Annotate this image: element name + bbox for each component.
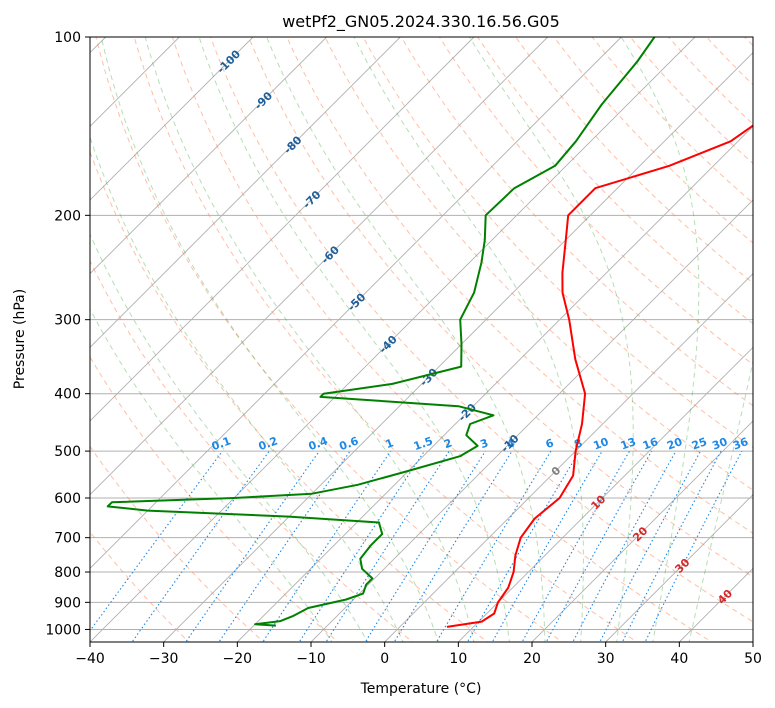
mixing-ratio-line xyxy=(621,450,722,642)
mixing-ratio-label: 10 xyxy=(592,435,611,453)
mixing-ratio-line xyxy=(298,450,425,642)
mixing-ratio-line xyxy=(325,450,450,642)
mixing-ratio-label: 2 xyxy=(442,436,454,451)
isotherm-line xyxy=(752,641,753,642)
mixing-ratio-label: 13 xyxy=(619,435,638,452)
mixing-ratio-label: 36 xyxy=(731,435,750,453)
moist-adiabat xyxy=(266,37,546,642)
dry-adiabat xyxy=(90,259,414,642)
y-tick-label: 700 xyxy=(54,531,81,547)
x-tick-label: −30 xyxy=(149,651,179,667)
mixing-ratio-line xyxy=(90,450,223,632)
profile-lines xyxy=(106,37,753,628)
dry-adiabat xyxy=(133,37,638,642)
axes: −40 −30 −20 −10 0 10 20 30 40 5010020030040050060… xyxy=(45,30,762,667)
y-tick-label: 600 xyxy=(54,491,81,507)
dry-adiabat xyxy=(95,37,564,642)
moist-adiabat xyxy=(90,135,404,642)
isotherm-line xyxy=(384,273,753,642)
x-tick-label: 10 xyxy=(449,651,467,667)
mixing-ratio-label: 0.2 xyxy=(257,434,280,453)
dry-adiabat xyxy=(286,37,753,534)
mixing-ratio-label: 16 xyxy=(641,435,660,453)
dry-adiabat xyxy=(248,37,753,578)
mixing-ratio-label: 1 xyxy=(384,436,396,451)
moist-adiabat xyxy=(90,308,333,642)
mixing-ratio-label: 6 xyxy=(544,436,556,451)
chart-title: wetPf2_GN05.2024.330.16.56.G05 xyxy=(282,12,560,32)
moist-adiabat xyxy=(100,37,440,642)
isotherm-line xyxy=(90,37,401,348)
y-tick-label: 200 xyxy=(54,208,81,224)
mixing-ratio-label: 1.5 xyxy=(412,434,435,453)
isotherm-line xyxy=(237,125,753,642)
mixing-ratio-label: 0.6 xyxy=(338,434,361,453)
dry-adiabat xyxy=(90,150,489,642)
isotherm-line xyxy=(605,494,753,642)
mixing-ratio-label: 25 xyxy=(690,435,709,452)
background-lines xyxy=(90,24,775,645)
mixing-ratio-line xyxy=(572,450,677,642)
x-tick-label: −20 xyxy=(223,651,253,667)
dry-adiabat xyxy=(400,37,753,407)
y-tick-label: 400 xyxy=(54,387,81,403)
isotherm-line xyxy=(90,37,327,275)
x-axis-label: Temperature (°C) xyxy=(360,681,482,697)
y-tick-label: 1000 xyxy=(45,622,81,638)
isotherm-line xyxy=(163,52,753,642)
x-tick-label: −40 xyxy=(75,651,105,667)
dry-adiabat xyxy=(515,37,753,284)
dewpoint-profile-line xyxy=(106,37,656,627)
moist-adiabat xyxy=(198,37,510,642)
dry-adiabat xyxy=(324,37,753,491)
isotherm-line xyxy=(458,346,753,642)
mixing-ratio-label: 0.4 xyxy=(307,434,330,453)
moist-adiabat xyxy=(620,37,700,642)
isotherm-line xyxy=(90,37,622,569)
mixing-ratio-label: 30 xyxy=(710,435,729,453)
y-tick-label: 100 xyxy=(54,30,81,46)
mixing-ratio-line xyxy=(364,450,486,642)
x-tick-label: 30 xyxy=(597,651,615,667)
mixing-ratio-label: 3 xyxy=(478,436,490,451)
mixing-ratio-line xyxy=(185,450,320,642)
y-tick-label: 800 xyxy=(54,565,81,581)
dry-adiabat xyxy=(209,37,753,623)
x-tick-label: 20 xyxy=(523,651,541,667)
mixing-ratio-line xyxy=(466,450,580,642)
x-tick-label: 0 xyxy=(380,651,389,667)
mixing-ratio-line xyxy=(599,450,701,642)
isotherm-line xyxy=(90,37,548,496)
plot-background xyxy=(90,37,753,642)
moist-adiabat xyxy=(468,37,634,642)
dry-adiabat xyxy=(770,24,775,645)
mixing-ratio-label: 0.1 xyxy=(210,434,233,453)
moist-adiabat xyxy=(90,232,369,642)
isotherm-line xyxy=(90,37,254,201)
x-tick-label: −10 xyxy=(296,651,326,667)
x-tick-label: 50 xyxy=(744,651,762,667)
mixing-ratio-line xyxy=(393,450,513,642)
mixing-ratio-line xyxy=(218,450,351,642)
isotherm-line xyxy=(90,37,696,642)
mixing-ratio-label: 4 xyxy=(505,436,517,451)
y-tick-label: 500 xyxy=(54,444,81,460)
temperature-profile-line xyxy=(446,124,753,628)
plot-frame xyxy=(89,36,754,643)
isotherm-line xyxy=(90,37,475,422)
x-tick-label: 40 xyxy=(670,651,688,667)
mixing-ratio-line xyxy=(131,450,270,642)
mixing-ratio-label: 20 xyxy=(665,435,684,453)
y-tick-label: 900 xyxy=(54,595,81,611)
y-axis-label: Pressure (hPa) xyxy=(12,289,28,389)
dry-adiabat xyxy=(171,37,713,642)
y-tick-label: 300 xyxy=(54,313,81,329)
isotherm-line xyxy=(531,420,753,642)
dry-adiabat xyxy=(90,356,340,642)
